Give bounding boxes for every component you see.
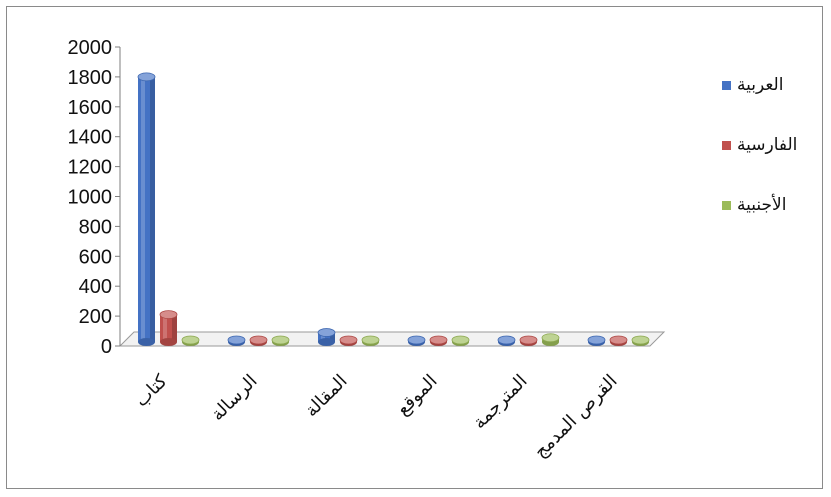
bar-shadow [330,332,335,342]
bar-base [318,338,335,346]
y-tick-label: 1600 [68,97,113,119]
legend-label-arabic: العربية [737,75,784,95]
x-tick-label: المترجمة [469,371,532,434]
legend-swatch-persian [722,140,731,150]
bar-cap [339,335,358,345]
x-tick-label: الرسالة [207,371,262,426]
legend: العربية الفارسية الأجنبية [722,70,822,250]
x-tick-label: القرص المدمج [530,371,622,463]
bar-body [318,332,335,342]
bar-highlight [321,332,325,342]
y-tick-label: 800 [79,216,112,238]
bar-shadow [150,76,155,343]
legend-swatch-arabic [722,80,731,90]
legend-item-persian: الفارسية [722,130,822,160]
y-tick-label: 1200 [68,157,113,179]
bar-cap [497,335,516,345]
chart-floor [118,331,666,347]
bar-cap [451,335,470,345]
y-tick-label: 400 [79,276,112,298]
bar-cap [631,335,650,345]
bar-base [160,338,177,346]
bar-cap [587,335,606,345]
y-tick-label: 0 [101,336,112,358]
legend-label-persian: الفارسية [737,135,798,155]
bar-cap [227,335,246,345]
bar-cap [137,72,156,82]
bar-cap [271,335,290,345]
bar-cap [609,335,628,345]
x-tick-label: الموقع [392,371,441,420]
bar-cap [361,335,380,345]
bar-cap [249,335,268,345]
legend-item-foreign: الأجنبية [722,190,822,220]
bar-base [138,338,155,346]
legend-swatch-foreign [722,200,731,210]
y-tick-label: 1400 [68,127,113,149]
bar-highlight [141,76,145,343]
bar-shadow [172,314,177,342]
bar-cap [429,335,448,345]
x-tick-label: المقالة [301,371,352,422]
bar-cap [541,333,560,343]
bar-cap [519,335,538,345]
y-tick-label: 200 [79,306,112,328]
legend-label-foreign: الأجنبية [737,195,787,215]
bar-cap [159,310,178,320]
y-tick-label: 2000 [68,37,113,59]
bar-cap [407,335,426,345]
legend-item-arabic: العربية [722,70,822,100]
x-tick-label: كتاب [131,370,172,411]
bar-cap [181,335,200,345]
y-tick-label: 1800 [68,67,113,89]
bar-cap [317,328,336,337]
bar-highlight [163,314,167,342]
y-tick-label: 1000 [68,187,113,209]
y-tick-label: 600 [79,246,112,268]
